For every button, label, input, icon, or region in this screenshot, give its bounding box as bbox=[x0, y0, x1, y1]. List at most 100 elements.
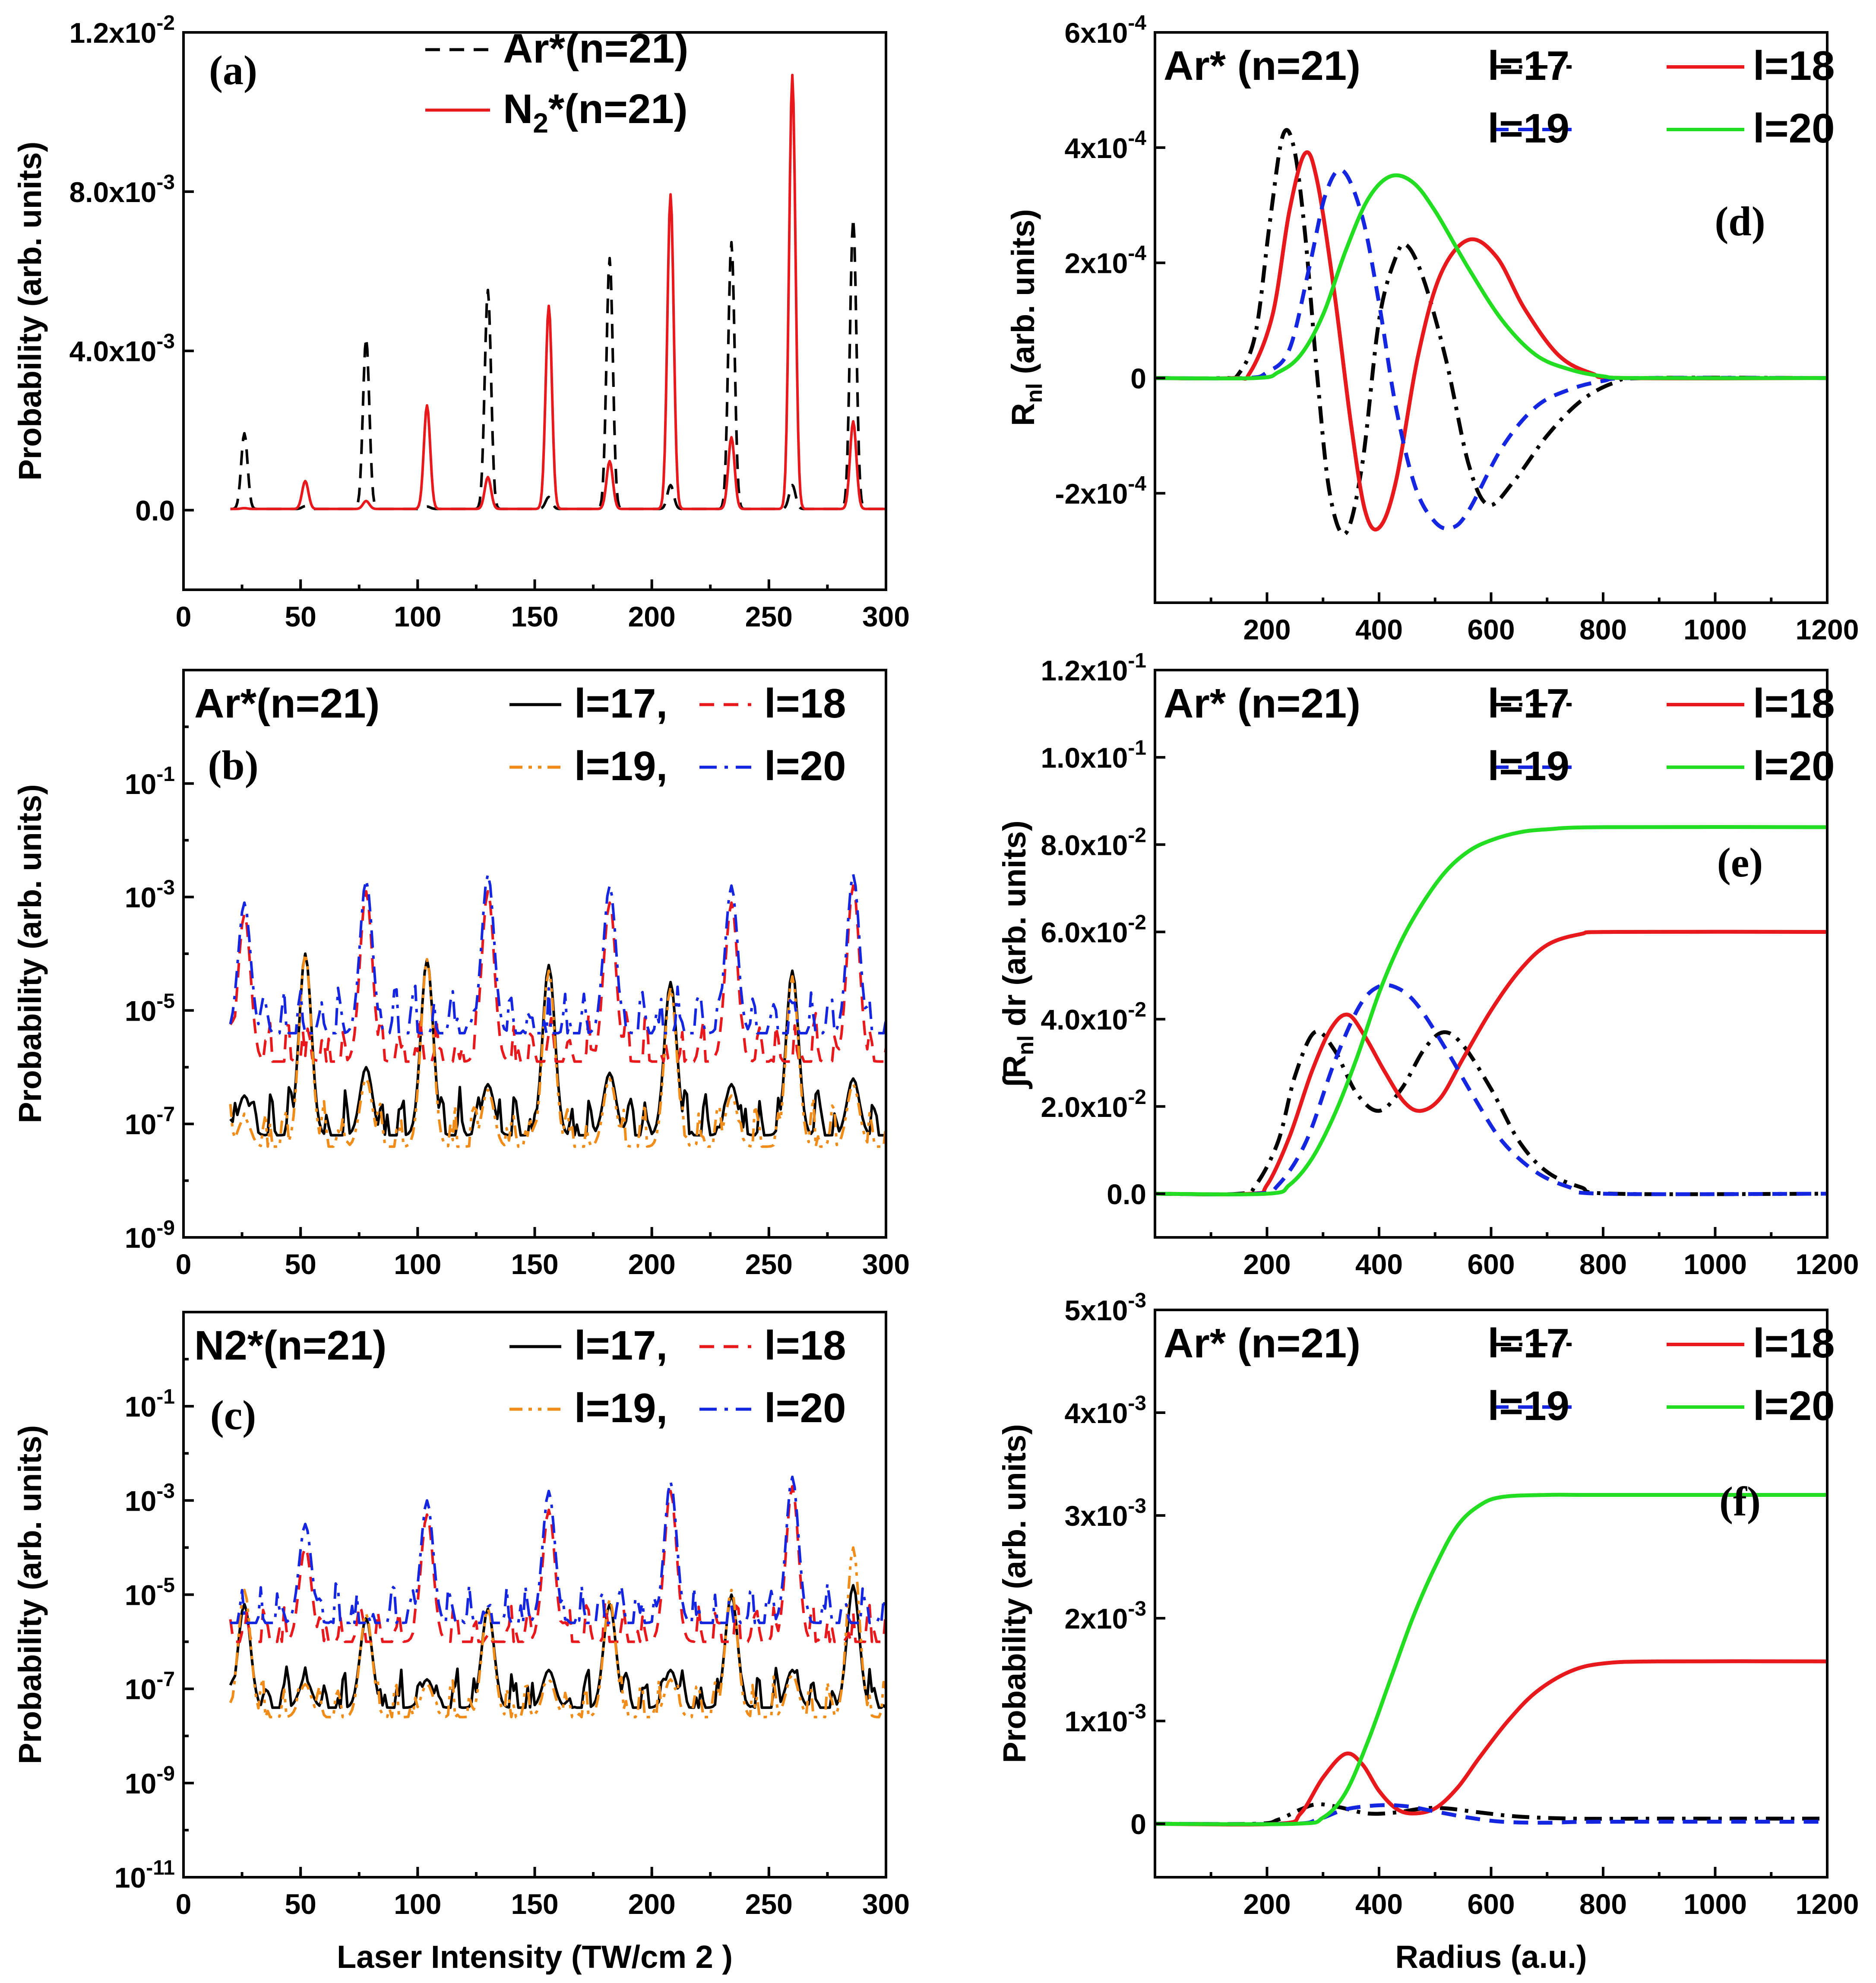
legend-label: l=18 bbox=[764, 1322, 846, 1369]
y-tick-label: 10-5 bbox=[125, 990, 175, 1027]
x-tick-label: 150 bbox=[511, 601, 558, 633]
series-line-l-18 bbox=[1155, 1659, 1827, 1827]
series-line-N2n-21 bbox=[230, 73, 886, 510]
series-line-l-19 bbox=[1155, 983, 1827, 1196]
y-tick-label: 1.2x10-2 bbox=[69, 12, 175, 49]
y-tick-label: 8.0x10-3 bbox=[69, 171, 175, 208]
x-tick-label: 1200 bbox=[1796, 1888, 1859, 1920]
panel-b: 0 50 100 150 200 250 300 10-9 10-7 10-5 10-3 10-1 Pr… bbox=[12, 669, 910, 1280]
x-tick-label: 100 bbox=[394, 1248, 441, 1280]
x-tick-label: 100 bbox=[394, 601, 441, 633]
series-line-l-17 bbox=[1155, 1802, 1827, 1826]
x-tick-label: 50 bbox=[285, 1248, 316, 1280]
y-tick-label: 10-1 bbox=[125, 1385, 175, 1423]
legend-label: l=19, bbox=[574, 743, 668, 789]
legend-label: l=20 bbox=[1753, 105, 1835, 152]
x-tick-label: 250 bbox=[745, 1888, 793, 1920]
y-tick-label: 6x10-4 bbox=[1064, 12, 1146, 49]
series-group bbox=[1155, 1493, 1827, 1827]
y-tick-label: 4.0x10-2 bbox=[1041, 999, 1146, 1036]
panel-e: 200 400 600 800 1000 1200 0.0 2.0x10-2 4.0x10-2 6… bbox=[997, 649, 1859, 1280]
panel-a: 0 50 100 150 200 250 300 0.0 4.0x10-3 8.0x10-3 1.2… bbox=[12, 12, 910, 633]
panel-title: Ar*(n=21) bbox=[194, 680, 380, 727]
panel-title: Ar* (n=21) bbox=[1164, 1320, 1360, 1366]
x-tick-label: 0 bbox=[176, 1888, 192, 1920]
y-tick-label: 0 bbox=[1130, 1808, 1146, 1840]
y-axis-label: Probability (arb. units) bbox=[12, 784, 48, 1123]
x-tick-label: 200 bbox=[1243, 1888, 1291, 1920]
x-tick-label: 200 bbox=[628, 1888, 676, 1920]
y-tick-label: 6.0x10-2 bbox=[1041, 911, 1146, 948]
legend-label: l=18 bbox=[1753, 680, 1835, 727]
x-tick-label: 150 bbox=[511, 1248, 558, 1280]
y-tick-label: 3x10-3 bbox=[1064, 1495, 1146, 1532]
series-line-l-20 bbox=[229, 873, 886, 1034]
y-tick-label: 0 bbox=[1130, 363, 1146, 395]
x-tick-label: 400 bbox=[1355, 614, 1403, 645]
legend-label: l=19 bbox=[1487, 1383, 1569, 1429]
y-tick-label: 0.0 bbox=[1107, 1178, 1146, 1210]
legend-label: l=19, bbox=[574, 1385, 668, 1431]
x-tick-label: 400 bbox=[1355, 1248, 1403, 1280]
legend: l=17, l=18 l=19, l=20 bbox=[509, 1322, 846, 1431]
panel-d: 200 400 600 800 1000 1200 -2x10-4 0 2x10-4 4x10-4… bbox=[1005, 12, 1859, 645]
y-tick-label: 4x10-3 bbox=[1064, 1392, 1146, 1429]
y-tick-label: 10-3 bbox=[125, 1480, 175, 1517]
legend-label: l=18 bbox=[764, 680, 846, 727]
y-tick-label: 4.0x10-3 bbox=[69, 330, 175, 367]
x-tick-label: 1200 bbox=[1796, 614, 1859, 645]
series-line-l-17 bbox=[1155, 1029, 1827, 1196]
legend-label: l=17 bbox=[1487, 680, 1569, 727]
panel-letter: (a) bbox=[209, 47, 257, 93]
y-tick-label: 4x10-4 bbox=[1064, 127, 1146, 164]
series-line-l-20 bbox=[1155, 825, 1827, 1196]
y-tick-label: -2x10-4 bbox=[1055, 472, 1147, 509]
series-group bbox=[229, 1475, 886, 1719]
y-tick-label: 2x10-3 bbox=[1064, 1597, 1146, 1635]
legend-label: Ar*(n=21) bbox=[503, 25, 688, 72]
y-tick-label: 5x10-3 bbox=[1064, 1289, 1146, 1326]
panel-title: Ar* (n=21) bbox=[1164, 680, 1360, 727]
x-tick-label: 50 bbox=[285, 1888, 316, 1920]
y-tick-label: 10-7 bbox=[125, 1103, 175, 1140]
series-line-l-19 bbox=[229, 1546, 886, 1719]
legend-label: l=19 bbox=[1487, 105, 1569, 152]
x-tick-label: 200 bbox=[1243, 614, 1291, 645]
x-tick-label: 200 bbox=[1243, 1248, 1291, 1280]
panel-letter: (e) bbox=[1717, 839, 1763, 886]
x-tick-label: 300 bbox=[862, 601, 910, 633]
x-tick-label: 1000 bbox=[1683, 1888, 1747, 1920]
series-line-l-18 bbox=[229, 884, 886, 1063]
x-tick-label: 1200 bbox=[1796, 1248, 1859, 1280]
y-axis-label: ∫Rnl dr (arb. units) bbox=[997, 820, 1038, 1089]
x-axis-label: Laser Intensity (TW/cm 2 ) bbox=[337, 1939, 733, 1975]
panel-letter: (f) bbox=[1719, 1478, 1761, 1524]
series-line-l-19 bbox=[1155, 168, 1827, 531]
x-tick-label: 800 bbox=[1579, 1248, 1627, 1280]
x-tick-label: 1000 bbox=[1683, 614, 1747, 645]
x-tick-label: 0 bbox=[176, 1248, 192, 1280]
legend-label: l=17, bbox=[574, 680, 668, 727]
x-tick-label: 0 bbox=[176, 601, 192, 633]
series-line-l-18 bbox=[229, 1485, 886, 1643]
y-tick-label: 1.2x10-1 bbox=[1041, 649, 1146, 686]
x-axis-label: Radius (a.u.) bbox=[1395, 1939, 1587, 1975]
x-tick-label: 400 bbox=[1355, 1888, 1403, 1920]
x-tick-label: 250 bbox=[745, 601, 793, 633]
legend-label: l=17 bbox=[1487, 1320, 1569, 1366]
x-tick-label: 300 bbox=[862, 1248, 910, 1280]
x-tick-label: 150 bbox=[511, 1888, 558, 1920]
series-line-l-18 bbox=[1155, 150, 1827, 532]
y-axis-label: Rnl (arb. units) bbox=[1005, 209, 1047, 426]
y-axis-label: Probability (arb. units) bbox=[12, 1425, 48, 1764]
x-tick-label: 200 bbox=[628, 601, 676, 633]
x-tick-label: 800 bbox=[1579, 614, 1627, 645]
legend: l=17 l=18 l=19 l=20 bbox=[1487, 43, 1835, 152]
y-tick-label: 10-9 bbox=[125, 1762, 175, 1800]
legend-label: l=20 bbox=[1753, 1383, 1835, 1429]
legend: l=17 l=18 l=19 l=20 bbox=[1487, 1320, 1835, 1429]
series-group bbox=[230, 73, 886, 510]
x-tick-label: 200 bbox=[628, 1248, 676, 1280]
panel-c: 0 50 100 150 200 250 300 10-11 10-9 10-7 10-5 10-3 1… bbox=[12, 1311, 910, 1975]
